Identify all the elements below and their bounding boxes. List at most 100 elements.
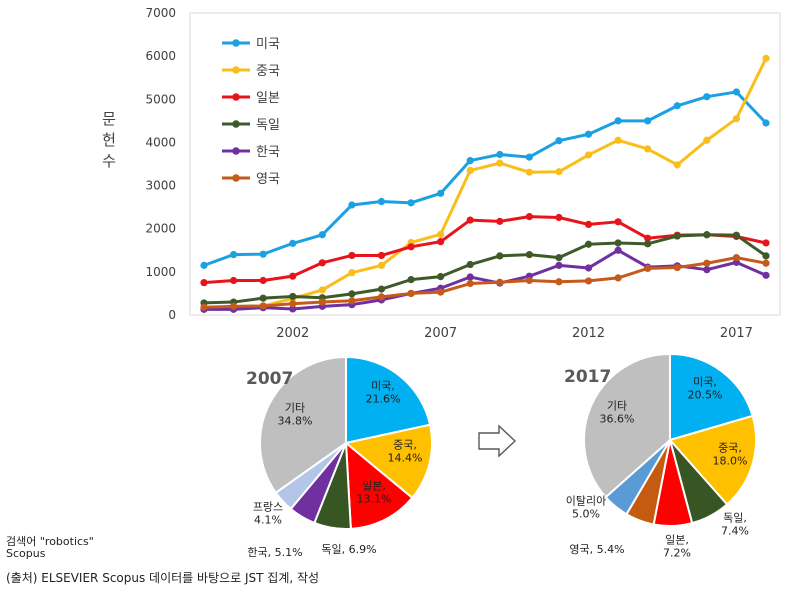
- data-point: [466, 273, 474, 281]
- series-미국: [200, 88, 770, 269]
- data-point: [584, 220, 593, 228]
- data-point: [614, 239, 622, 247]
- data-label-line: 독일,: [723, 511, 747, 525]
- data-point: [584, 240, 593, 248]
- data-label-line: 프랑스: [253, 501, 283, 514]
- data-point: [466, 279, 474, 288]
- series-영국: [200, 254, 770, 311]
- data-point: [673, 161, 681, 169]
- series-line: [203, 215, 767, 285]
- data-point: [377, 261, 386, 269]
- data-label-line: 4.1%: [254, 514, 282, 527]
- legend-swatch-marker: [232, 93, 240, 101]
- data-point: [644, 117, 652, 125]
- data-point: [673, 232, 681, 240]
- data-point: [348, 251, 356, 260]
- slice-label-독일: 독일, 6.9%: [321, 542, 376, 556]
- data-point: [555, 168, 563, 176]
- data-point: [762, 54, 770, 62]
- data-point: [407, 199, 415, 207]
- data-point: [437, 288, 445, 296]
- pie-slice-중국: [343, 423, 433, 500]
- legend-swatch-marker: [232, 174, 240, 182]
- y-tick-label: 2000: [145, 222, 176, 236]
- legend-swatch-marker: [232, 66, 240, 74]
- slice-label-미국: 미국,21.6%: [366, 380, 401, 406]
- legend-swatch-marker: [232, 147, 240, 155]
- data-label-line: 18.0%: [713, 455, 748, 468]
- data-point: [407, 243, 415, 251]
- legend-item: 미국: [222, 37, 280, 52]
- data-point: [348, 297, 356, 305]
- data-point: [496, 217, 504, 225]
- legend-item: 독일: [222, 118, 280, 133]
- data-point: [259, 294, 267, 302]
- data-label-line: 일본,: [665, 533, 689, 547]
- data-point: [318, 231, 326, 239]
- data-point: [229, 276, 238, 285]
- slice-label-중국: 중국,14.4%: [388, 439, 423, 465]
- slice-label-영국: 영국, 5.4%: [569, 543, 624, 556]
- series-line: [203, 90, 768, 267]
- y-axis-title: 문헌수: [102, 110, 116, 170]
- data-point: [318, 259, 326, 267]
- data-point: [407, 289, 415, 298]
- data-label-line: 이탈리아: [566, 495, 606, 508]
- data-point: [525, 153, 533, 161]
- data-point: [289, 292, 297, 301]
- y-tick-label: 1000: [145, 265, 176, 279]
- y-tick-label: 6000: [145, 49, 176, 63]
- series-중국: [200, 54, 770, 313]
- data-point: [703, 231, 711, 239]
- data-point: [466, 156, 474, 165]
- pie-chart-2007: 미국,21.6%중국,14.4%일본,13.1%독일, 6.9%한국, 5.1%…: [246, 355, 433, 559]
- data-point: [732, 254, 741, 262]
- right-arrow-icon: [478, 424, 517, 458]
- data-point: [703, 136, 711, 144]
- legend-swatch-marker: [232, 39, 240, 47]
- data-point: [555, 254, 563, 262]
- data-point: [377, 197, 386, 206]
- data-point: [614, 274, 622, 282]
- pie-slice-중국: [668, 414, 757, 506]
- slice-label-독일: 독일,7.4%: [721, 511, 749, 538]
- series-일본: [200, 213, 770, 287]
- data-point: [644, 264, 652, 273]
- data-point: [377, 251, 386, 260]
- data-point: [289, 305, 297, 313]
- data-point: [229, 251, 238, 259]
- data-label-line: 7.4%: [721, 525, 749, 538]
- data-label-line: 5.0%: [572, 508, 600, 521]
- y-tick-label: 3000: [145, 179, 176, 193]
- data-point: [496, 150, 504, 159]
- legend-label: 중국: [256, 64, 280, 79]
- data-point: [584, 264, 593, 272]
- legend-item: 일본: [222, 91, 280, 106]
- data-point: [200, 303, 208, 311]
- pie-slice-일본: [344, 440, 414, 530]
- y-axis-title-char: 수: [102, 152, 116, 170]
- data-point: [614, 246, 622, 254]
- data-label-line: 14.4%: [388, 452, 423, 465]
- series-line: [203, 233, 767, 305]
- data-point: [525, 213, 533, 221]
- data-label-line: 중국,: [393, 439, 417, 452]
- data-point: [703, 266, 711, 274]
- data-point: [525, 276, 533, 285]
- pie-title: 2017: [564, 367, 611, 387]
- y-tick-label: 5000: [145, 92, 176, 106]
- data-point: [525, 251, 533, 259]
- pie-slice-기타: [583, 352, 671, 499]
- data-label-line: 기타: [607, 400, 627, 413]
- data-point: [437, 273, 445, 281]
- data-point: [555, 213, 563, 222]
- pie-slice-미국: [669, 352, 754, 442]
- slice-label-일본: 일본,7.2%: [663, 533, 691, 560]
- data-point: [496, 159, 504, 167]
- data-label-line: 34.8%: [278, 415, 313, 428]
- data-point: [762, 119, 770, 127]
